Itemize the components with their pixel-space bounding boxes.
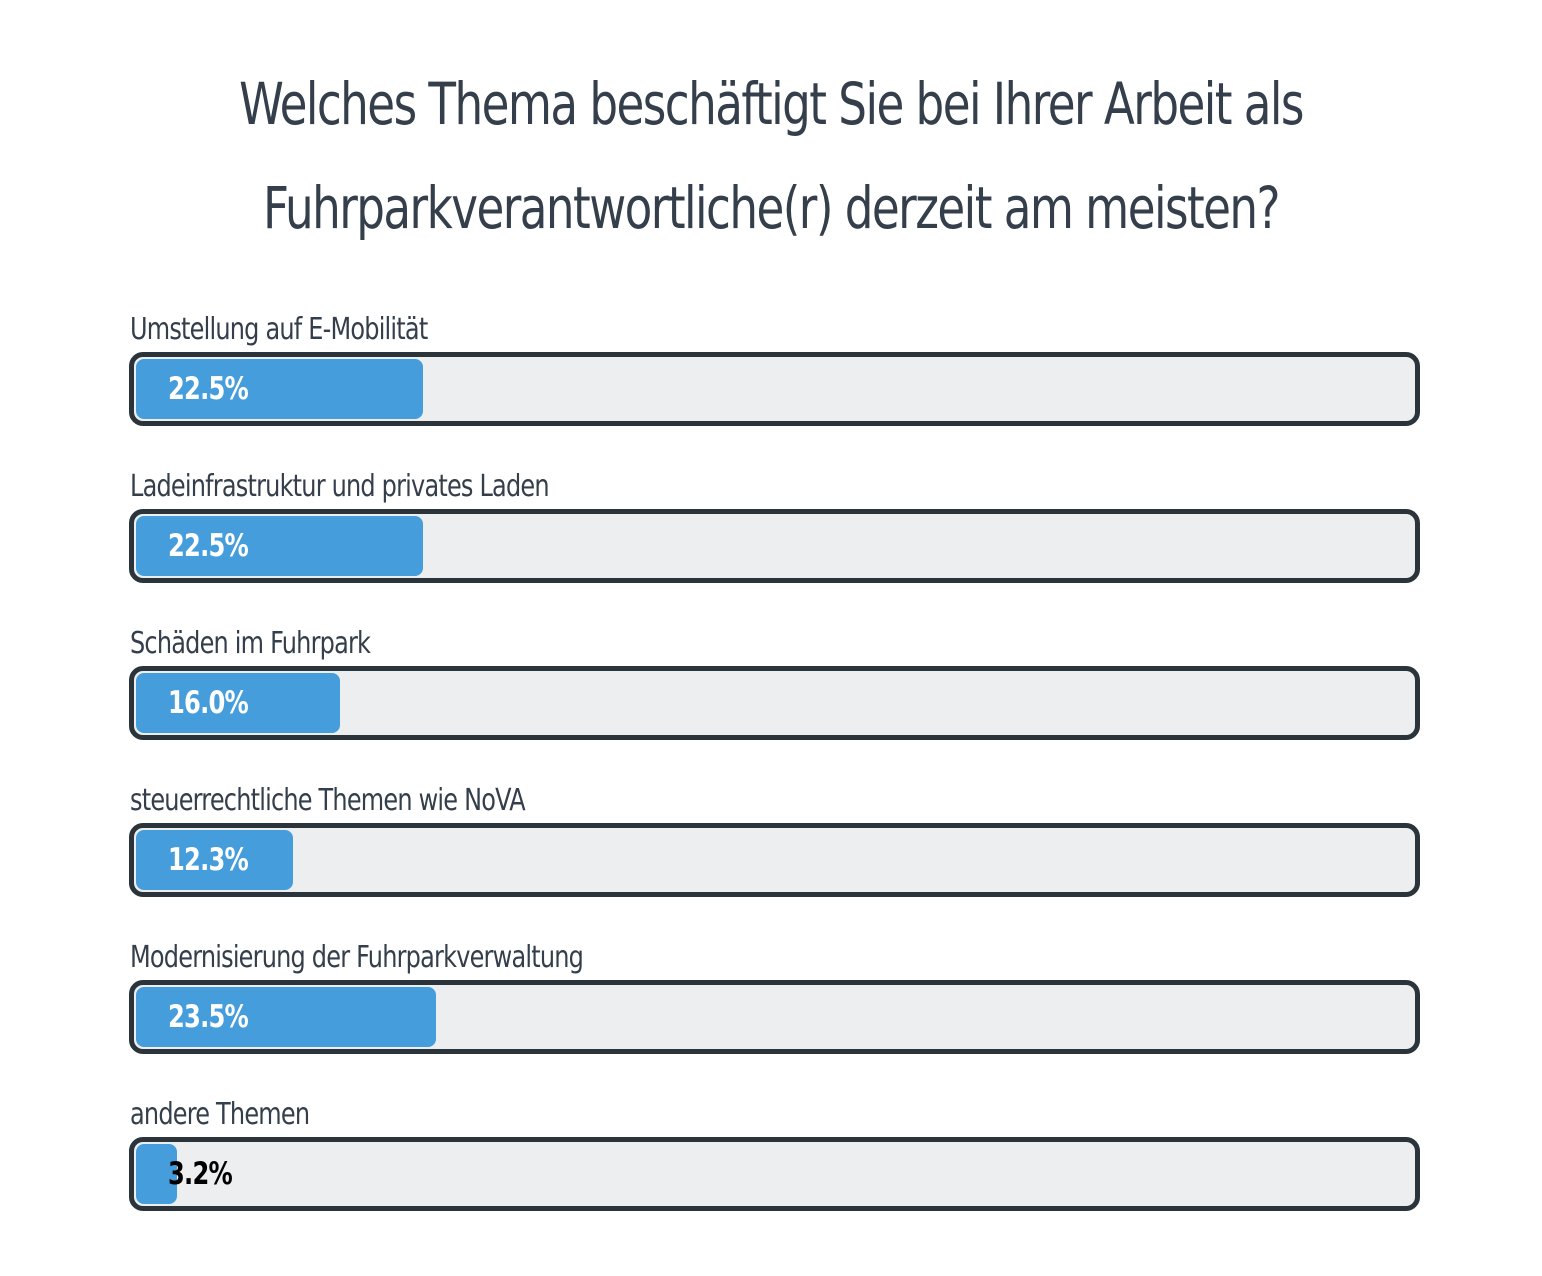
poll-title: Welches Thema beschäftigt Sie bei Ihrer … [239, 70, 1304, 242]
poll-option-label: andere Themen [130, 1097, 310, 1132]
poll-bar-fill [136, 830, 294, 890]
poll-bar-track: 22.5% [129, 509, 1420, 583]
poll-option: Umstellung auf E-Mobilität 22.5% [129, 308, 1420, 465]
poll-bar-value: 16.0% [168, 685, 249, 721]
poll-bar-list: Umstellung auf E-Mobilität 22.5% Ladeinfra… [129, 308, 1420, 1250]
poll-bar-track: 3.2% [129, 1137, 1420, 1211]
poll-bar-fill [136, 673, 341, 733]
poll-bar-fill [136, 359, 424, 419]
poll-bar-fill [136, 987, 437, 1047]
poll-bar-track: 23.5% [129, 980, 1420, 1054]
poll-bar-fill [136, 1144, 177, 1204]
poll-bar-track: 12.3% [129, 823, 1420, 897]
poll-option-label: Schäden im Fuhrpark [130, 626, 371, 661]
poll-option: andere Themen 3.2% [129, 1093, 1420, 1250]
poll-bar-track: 22.5% [129, 352, 1420, 426]
poll-bar-value: 22.5% [168, 371, 249, 407]
poll-bar-track: 16.0% [129, 666, 1420, 740]
poll-option-label: Umstellung auf E-Mobilität [130, 312, 428, 347]
poll-option: Ladeinfrastruktur und privates Laden 22.5… [129, 465, 1420, 622]
poll-bar-value: 3.2% [168, 1156, 233, 1192]
poll-bar-value: 23.5% [168, 999, 249, 1035]
poll-option: Modernisierung der Fuhrparkverwaltung 23.… [129, 936, 1420, 1093]
poll-option-label: Modernisierung der Fuhrparkverwaltung [130, 940, 584, 975]
poll-option-label: Ladeinfrastruktur und privates Laden [130, 469, 550, 504]
poll-option-label: steuerrechtliche Themen wie NoVA [130, 783, 526, 818]
poll-option: steuerrechtliche Themen wie NoVA 12.3% [129, 779, 1420, 936]
poll-bar-fill [136, 516, 424, 576]
poll-bar-value: 12.3% [168, 842, 249, 878]
poll-bar-value: 22.5% [168, 528, 249, 564]
poll-option: Schäden im Fuhrpark 16.0% [129, 622, 1420, 779]
